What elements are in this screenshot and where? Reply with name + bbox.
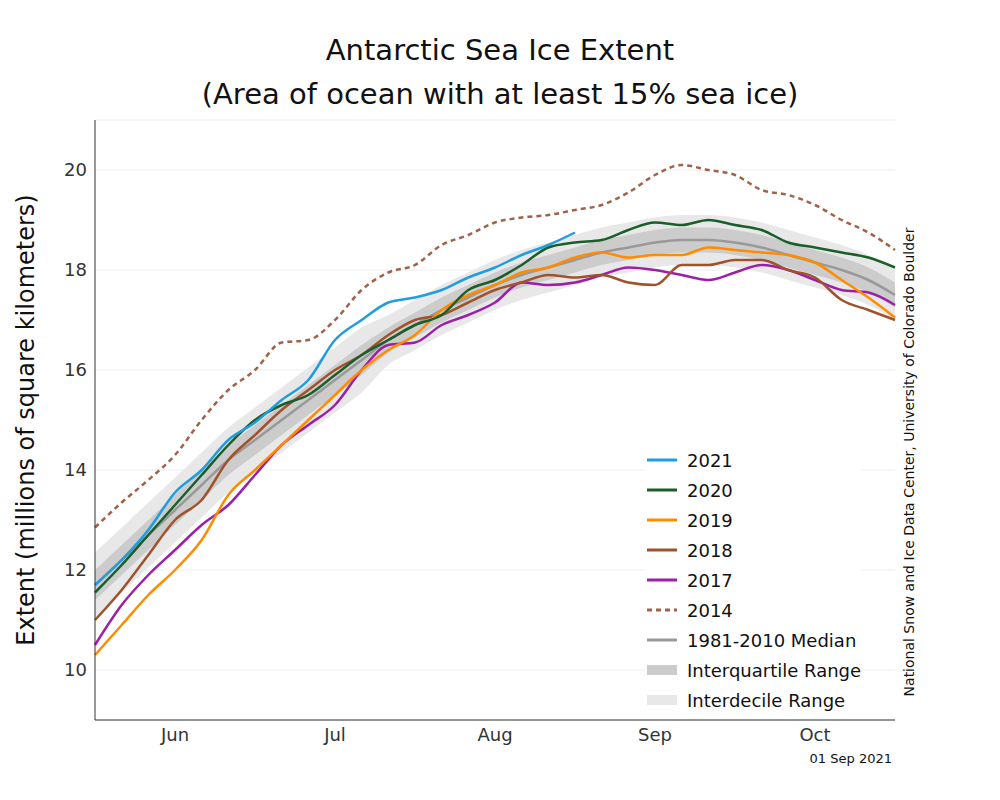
svg-text:Antarctic Sea Ice Extent: Antarctic Sea Ice Extent (326, 33, 674, 67)
svg-text:Sep: Sep (638, 724, 672, 745)
svg-text:Oct: Oct (799, 724, 830, 745)
svg-text:12: 12 (64, 559, 87, 580)
svg-text:01 Sep 2021: 01 Sep 2021 (810, 751, 892, 766)
svg-text:National Snow and Ice Data Cen: National Snow and Ice Data Center, Unive… (901, 227, 917, 696)
svg-text:Jun: Jun (160, 724, 189, 745)
html-text:2017: 2017 (687, 569, 733, 591)
html-text:2014: 2014 (687, 599, 733, 621)
html-text:2021: 2021 (687, 449, 733, 471)
svg-text:14: 14 (64, 459, 87, 480)
svg-text:16: 16 (64, 359, 87, 380)
html-text:2020: 2020 (687, 479, 733, 501)
html-text:Interdecile Range: Interdecile Range (687, 689, 846, 711)
svg-text:18: 18 (64, 259, 87, 280)
html-text:2019: 2019 (687, 509, 733, 531)
svg-text:10: 10 (64, 659, 87, 680)
svg-text:Aug: Aug (477, 724, 512, 745)
html-text:Interquartile Range: Interquartile Range (687, 659, 862, 681)
html-text:1981-2010 Median: 1981-2010 Median (687, 629, 857, 651)
svg-text:Extent (millions of square kil: Extent (millions of square kilometers) (12, 194, 40, 645)
html-text:2018: 2018 (687, 539, 733, 561)
svg-text:20: 20 (64, 159, 87, 180)
svg-text:Jul: Jul (323, 724, 346, 745)
svg-text:(Area of ocean with at least 1: (Area of ocean with at least 15% sea ice… (202, 77, 799, 111)
